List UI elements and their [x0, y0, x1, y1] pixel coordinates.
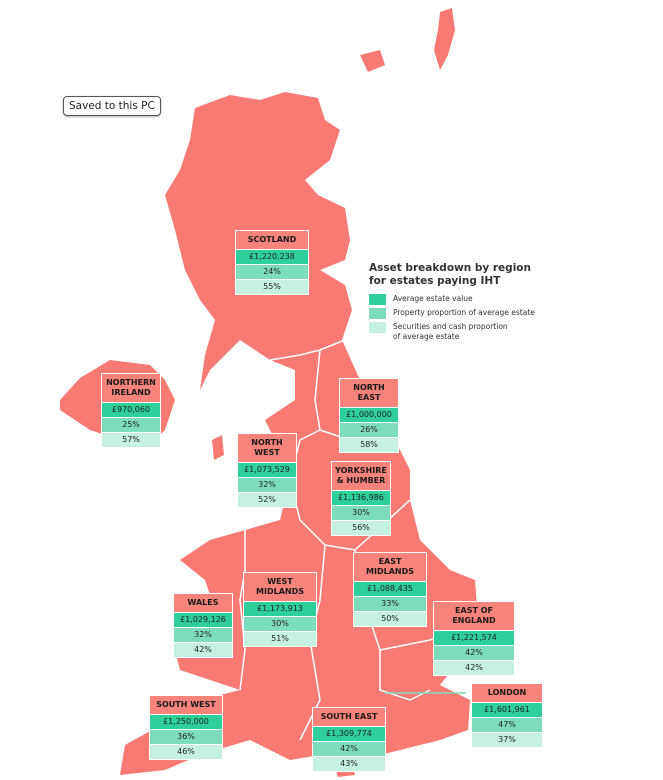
legend-title-line1: Asset breakdown by region	[369, 262, 531, 274]
region-name-line1: WEST MIDLANDS	[256, 577, 304, 596]
region-name-line1: YORKSHIRE	[335, 466, 387, 475]
region-box-east-midlands: EAST MIDLANDS £1,088,435 33% 50%	[353, 552, 427, 627]
region-box-north-west: NORTH WEST £1,073,529 32% 52%	[237, 433, 297, 508]
legend-item-property: Property proportion of average estate	[369, 308, 535, 319]
region-name-line1: SOUTH EAST	[320, 712, 378, 721]
great-britain-shape	[120, 92, 478, 775]
region-name: SOUTH EAST	[313, 708, 385, 727]
legend-swatch-securities	[369, 322, 386, 333]
region-box-south-west: SOUTH WEST £1,250,000 36% 46%	[149, 695, 223, 760]
region-box-northern-ireland: NORTHERN IRELAND £970,060 25% 57%	[101, 373, 161, 448]
region-name-line1: SOUTH WEST	[156, 700, 216, 709]
securities-proportion: 46%	[150, 745, 222, 759]
region-name: EAST MIDLANDS	[354, 553, 426, 582]
average-estate-value: £1,309,774	[313, 727, 385, 742]
property-proportion: 33%	[354, 597, 426, 612]
property-proportion: 25%	[102, 418, 160, 433]
region-name: WALES	[174, 594, 232, 613]
region-box-south-east: SOUTH EAST £1,309,774 42% 43%	[312, 707, 386, 772]
legend-title-line2: for estates paying IHT	[369, 275, 501, 287]
legend-swatch-value	[369, 294, 386, 305]
property-proportion: 32%	[174, 628, 232, 643]
property-proportion: 30%	[244, 617, 316, 632]
region-name-line1: NORTHERN	[106, 378, 156, 387]
property-proportion: 26%	[340, 423, 398, 438]
average-estate-value: £1,029,126	[174, 613, 232, 628]
securities-proportion: 51%	[244, 632, 316, 646]
average-estate-value: £1,250,000	[150, 715, 222, 730]
property-proportion: 47%	[472, 718, 542, 733]
property-proportion: 32%	[238, 478, 296, 493]
securities-proportion: 57%	[102, 433, 160, 447]
legend-item-securities: Securities and cash proportion of average…	[369, 322, 535, 342]
region-name-line1: EAST MIDLANDS	[366, 557, 414, 576]
region-name: LONDON	[472, 684, 542, 703]
region-name: EAST OF ENGLAND	[434, 602, 514, 631]
region-name-line1: NORTH WEST	[251, 438, 283, 457]
region-name: WEST MIDLANDS	[244, 573, 316, 602]
average-estate-value: £970,060	[102, 403, 160, 418]
average-estate-value: £1,601,961	[472, 703, 542, 718]
region-box-west-midlands: WEST MIDLANDS £1,173,913 30% 51%	[243, 572, 317, 647]
average-estate-value: £1,173,913	[244, 602, 316, 617]
securities-proportion: 42%	[174, 643, 232, 657]
region-name-line2: & HUMBER	[336, 476, 386, 485]
securities-proportion: 55%	[236, 280, 308, 294]
region-box-yorkshire--humber: YORKSHIRE & HUMBER £1,136,986 30% 56%	[331, 461, 391, 536]
region-name: SOUTH WEST	[150, 696, 222, 715]
region-name-line1: LONDON	[487, 688, 527, 697]
securities-proportion: 52%	[238, 493, 296, 507]
securities-proportion: 58%	[340, 438, 398, 452]
property-proportion: 30%	[332, 506, 390, 521]
legend-title: Asset breakdown by region for estates pay…	[369, 262, 535, 288]
region-name-line1: EAST OF ENGLAND	[452, 606, 496, 625]
legend-label: Securities and cash proportion of average…	[393, 322, 508, 342]
region-box-east-of-england: EAST OF ENGLAND £1,221,574 42% 42%	[433, 601, 515, 676]
region-name: YORKSHIRE & HUMBER	[332, 462, 390, 491]
legend-label-line2: of average estate	[393, 332, 460, 341]
legend-label: Average estate value	[393, 294, 473, 303]
legend-label-line1: Securities and cash proportion	[393, 322, 508, 331]
securities-proportion: 56%	[332, 521, 390, 535]
property-proportion: 24%	[236, 265, 308, 280]
region-name-line2: IRELAND	[111, 388, 151, 397]
securities-proportion: 43%	[313, 757, 385, 771]
property-proportion: 42%	[313, 742, 385, 757]
region-name: NORTH EAST	[340, 379, 398, 408]
average-estate-value: £1,088,435	[354, 582, 426, 597]
property-proportion: 36%	[150, 730, 222, 745]
securities-proportion: 37%	[472, 733, 542, 747]
average-estate-value: £1,000,000	[340, 408, 398, 423]
region-name: NORTH WEST	[238, 434, 296, 463]
legend-swatch-property	[369, 308, 386, 319]
region-name: NORTHERN IRELAND	[102, 374, 160, 403]
average-estate-value: £1,073,529	[238, 463, 296, 478]
average-estate-value: £1,136,986	[332, 491, 390, 506]
region-name: SCOTLAND	[236, 231, 308, 250]
securities-proportion: 42%	[434, 661, 514, 675]
legend-label: Property proportion of average estate	[393, 308, 535, 317]
orkney-shape	[360, 50, 385, 72]
property-proportion: 42%	[434, 646, 514, 661]
legend: Asset breakdown by region for estates pay…	[369, 262, 535, 345]
shetland-shape	[434, 8, 455, 70]
region-box-london: LONDON £1,601,961 47% 37%	[471, 683, 543, 748]
region-box-north-east: NORTH EAST £1,000,000 26% 58%	[339, 378, 399, 453]
region-name-line1: NORTH EAST	[353, 383, 385, 402]
saved-tooltip: Saved to this PC	[63, 96, 161, 116]
legend-item-value: Average estate value	[369, 294, 535, 305]
region-box-wales: WALES £1,029,126 32% 42%	[173, 593, 233, 658]
isle-of-man-shape	[212, 435, 224, 460]
securities-proportion: 50%	[354, 612, 426, 626]
region-name-line1: SCOTLAND	[247, 235, 297, 244]
region-name-line1: WALES	[187, 598, 219, 607]
average-estate-value: £1,220,238	[236, 250, 308, 265]
average-estate-value: £1,221,574	[434, 631, 514, 646]
region-box-scotland: SCOTLAND £1,220,238 24% 55%	[235, 230, 309, 295]
